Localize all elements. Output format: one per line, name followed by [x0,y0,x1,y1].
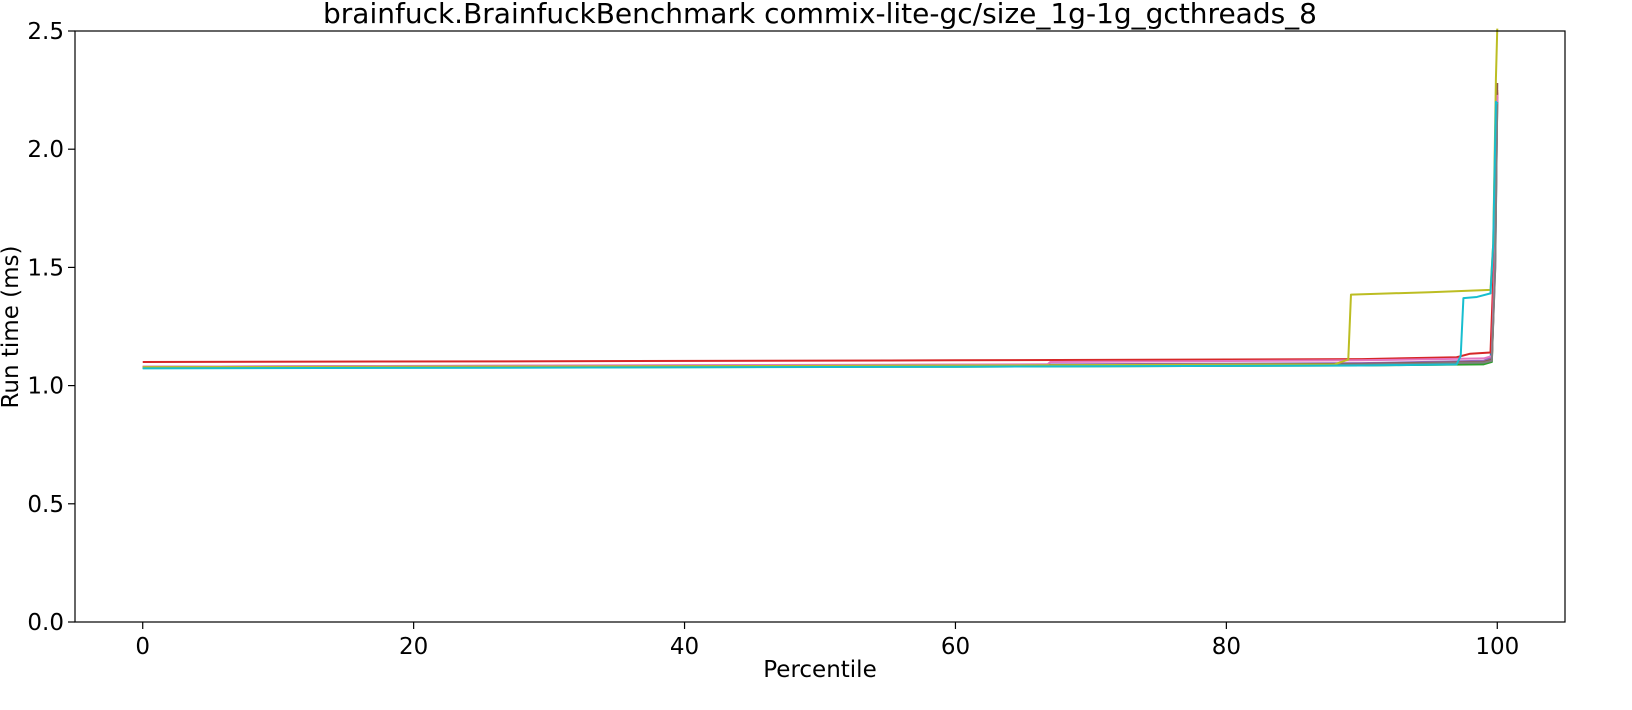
x-tick-label: 60 [941,634,970,660]
x-axis: 0 20 40 60 80 100 [135,622,1519,660]
series-line-7 [142,94,1499,368]
chart-title: brainfuck.BrainfuckBenchmark commix-lite… [323,0,1317,30]
series-line-4 [142,92,1499,363]
x-tick-label: 80 [1212,634,1241,660]
x-tick-label: 40 [670,634,699,660]
series-group [142,28,1499,370]
series-line-1 [142,97,1499,369]
plot-frame [74,30,1566,623]
y-tick-label: 2.0 [27,137,64,163]
y-tick-label: 0.5 [27,492,64,518]
y-tick-label: 0.0 [27,610,64,636]
series-line-2 [142,90,1499,368]
series-line-8 [142,101,1499,369]
y-axis: 0.0 0.5 1.0 1.5 2.0 2.5 [27,19,75,636]
y-tick-label: 1.5 [27,255,64,281]
x-axis-label: Percentile [763,657,876,683]
y-tick-label: 2.5 [27,19,64,45]
series-line-5 [142,99,1499,368]
series-line-10 [142,100,1499,370]
x-tick-label: 20 [399,634,428,660]
y-tick-label: 1.0 [27,374,64,400]
x-tick-label: 0 [135,634,150,660]
series-line-3 [142,101,1499,369]
series-line-9 [142,28,1499,369]
y-axis-label: Run time (ms) [0,245,24,408]
x-tick-label: 100 [1475,634,1519,660]
series-line-6 [142,82,1499,369]
